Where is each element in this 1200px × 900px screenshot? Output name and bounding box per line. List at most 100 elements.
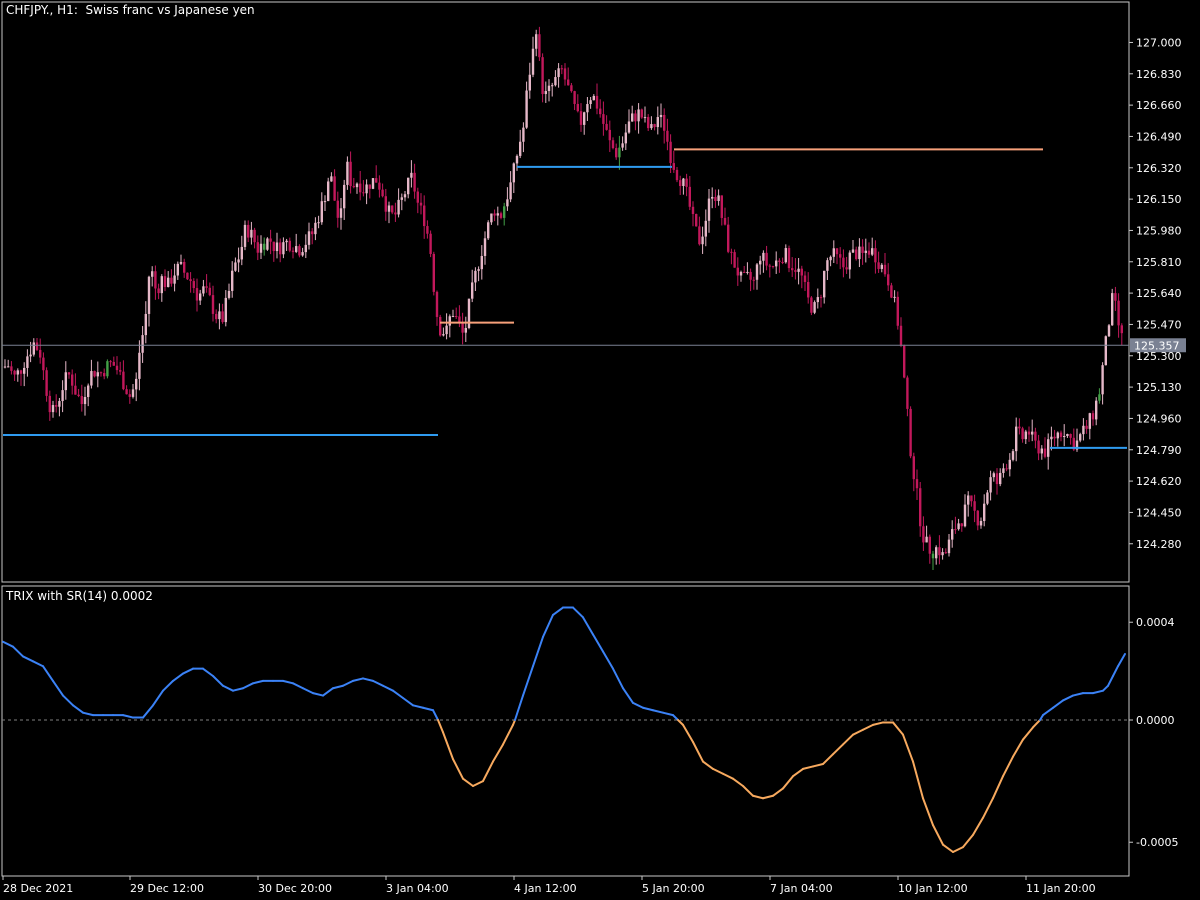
candle-body xyxy=(979,520,983,526)
trix-segment xyxy=(812,763,824,768)
main-pane-border xyxy=(1,1,1130,583)
candle-body xyxy=(1053,436,1056,439)
candle-body xyxy=(320,201,323,223)
price-tick-label: 124.790 xyxy=(1136,444,1182,457)
time-tick-label: 7 Jan 04:00 xyxy=(770,882,833,895)
candle-body xyxy=(938,547,941,556)
time-tick-label: 4 Jan 12:00 xyxy=(514,882,577,895)
candle-body xyxy=(189,279,192,282)
candle-body xyxy=(215,313,218,320)
candle-body xyxy=(42,357,45,371)
indicator-pane[interactable] xyxy=(1,585,1130,877)
candle-body xyxy=(221,311,224,323)
candle-body xyxy=(355,183,359,188)
candlesticks xyxy=(3,26,1123,571)
candle-body xyxy=(647,117,650,129)
candle-body xyxy=(135,378,138,390)
trix-segment xyxy=(452,758,464,780)
candle-body xyxy=(391,205,394,213)
candle-body xyxy=(80,395,83,405)
price-tick-label: 124.450 xyxy=(1136,506,1182,519)
candle-body xyxy=(13,370,16,375)
trix-segment xyxy=(432,709,439,721)
candle-body xyxy=(144,313,147,336)
indicator-axis[interactable]: 0.0004 0.0000 -0.0005 xyxy=(1129,616,1178,849)
candle-body xyxy=(823,270,826,298)
candle-body xyxy=(74,385,77,395)
candle-body xyxy=(243,224,247,247)
indicator-tick-label: -0.0005 xyxy=(1136,836,1178,849)
candle-body xyxy=(1059,432,1063,437)
trix-segment xyxy=(642,706,654,712)
time-tick-label: 28 Dec 2021 xyxy=(3,882,73,895)
candle-body xyxy=(1021,428,1024,440)
candle-body xyxy=(359,183,362,193)
candle-body xyxy=(336,200,339,218)
candle-body xyxy=(509,182,512,200)
candle-body xyxy=(455,316,458,318)
candle-body xyxy=(269,238,272,242)
trix-segment xyxy=(282,679,294,685)
candle-body xyxy=(259,243,263,253)
candle-body xyxy=(631,113,634,122)
price-tick-label: 126.150 xyxy=(1136,193,1182,206)
candle-body xyxy=(653,124,656,128)
main-price-pane[interactable] xyxy=(1,1,1130,583)
candle-body xyxy=(915,479,919,489)
candle-body xyxy=(691,206,695,214)
trix-segment xyxy=(72,704,84,714)
trix-segment xyxy=(922,797,934,827)
candle-body xyxy=(522,127,525,142)
time-axis[interactable]: 28 Dec 2021 29 Dec 12:00 30 Dec 20:00 3 Jan… xyxy=(2,876,1096,895)
candle-body xyxy=(669,141,672,164)
candle-body xyxy=(490,213,493,223)
chart-title: CHFJPY., H1: Swiss franc vs Japanese yen xyxy=(6,3,255,17)
candle-body xyxy=(365,184,368,194)
candle-body xyxy=(429,233,432,254)
candle-body xyxy=(1040,448,1043,454)
candle-body xyxy=(1095,400,1098,420)
candle-body xyxy=(890,285,893,298)
candle-body xyxy=(1018,426,1021,429)
trix-segment xyxy=(612,667,624,690)
candle-body xyxy=(496,213,499,216)
trix-segment xyxy=(1107,675,1114,687)
trix-segment xyxy=(412,704,424,709)
candle-body xyxy=(99,372,103,374)
candle-body xyxy=(570,85,573,92)
trix-segment xyxy=(152,689,164,707)
candle-body xyxy=(1114,293,1117,301)
candle-body xyxy=(58,401,61,407)
candle-body xyxy=(541,57,544,95)
time-tick-label: 11 Jan 20:00 xyxy=(1026,882,1096,895)
candle-body xyxy=(899,325,903,346)
candle-body xyxy=(272,241,275,252)
trix-segment xyxy=(962,833,974,849)
price-tick-label: 125.300 xyxy=(1136,350,1182,363)
trix-segment xyxy=(972,816,984,836)
trix-segment xyxy=(32,660,44,668)
trix-segment xyxy=(1092,689,1104,695)
price-axis[interactable]: 127.000 126.830 126.660 126.490 126.320 126.1… xyxy=(1129,36,1182,551)
candle-body xyxy=(487,222,490,239)
candle-body xyxy=(819,297,823,299)
candle-body xyxy=(743,271,746,273)
candle-body xyxy=(621,143,624,148)
candle-body xyxy=(778,260,781,262)
candle-body xyxy=(426,226,429,234)
trix-segment xyxy=(332,684,344,690)
candle-body xyxy=(672,163,675,170)
candle-body xyxy=(531,48,535,75)
candle-body xyxy=(768,265,771,267)
candle-body xyxy=(119,370,122,372)
trix-segment xyxy=(1042,706,1054,717)
candle-body xyxy=(637,109,640,122)
trix-segment xyxy=(52,679,64,697)
candle-body xyxy=(419,202,423,206)
candle-body xyxy=(682,178,685,187)
candle-body xyxy=(176,263,179,276)
price-tick-label: 124.960 xyxy=(1136,412,1182,425)
trix-segment xyxy=(552,606,564,616)
candle-body xyxy=(493,213,496,216)
